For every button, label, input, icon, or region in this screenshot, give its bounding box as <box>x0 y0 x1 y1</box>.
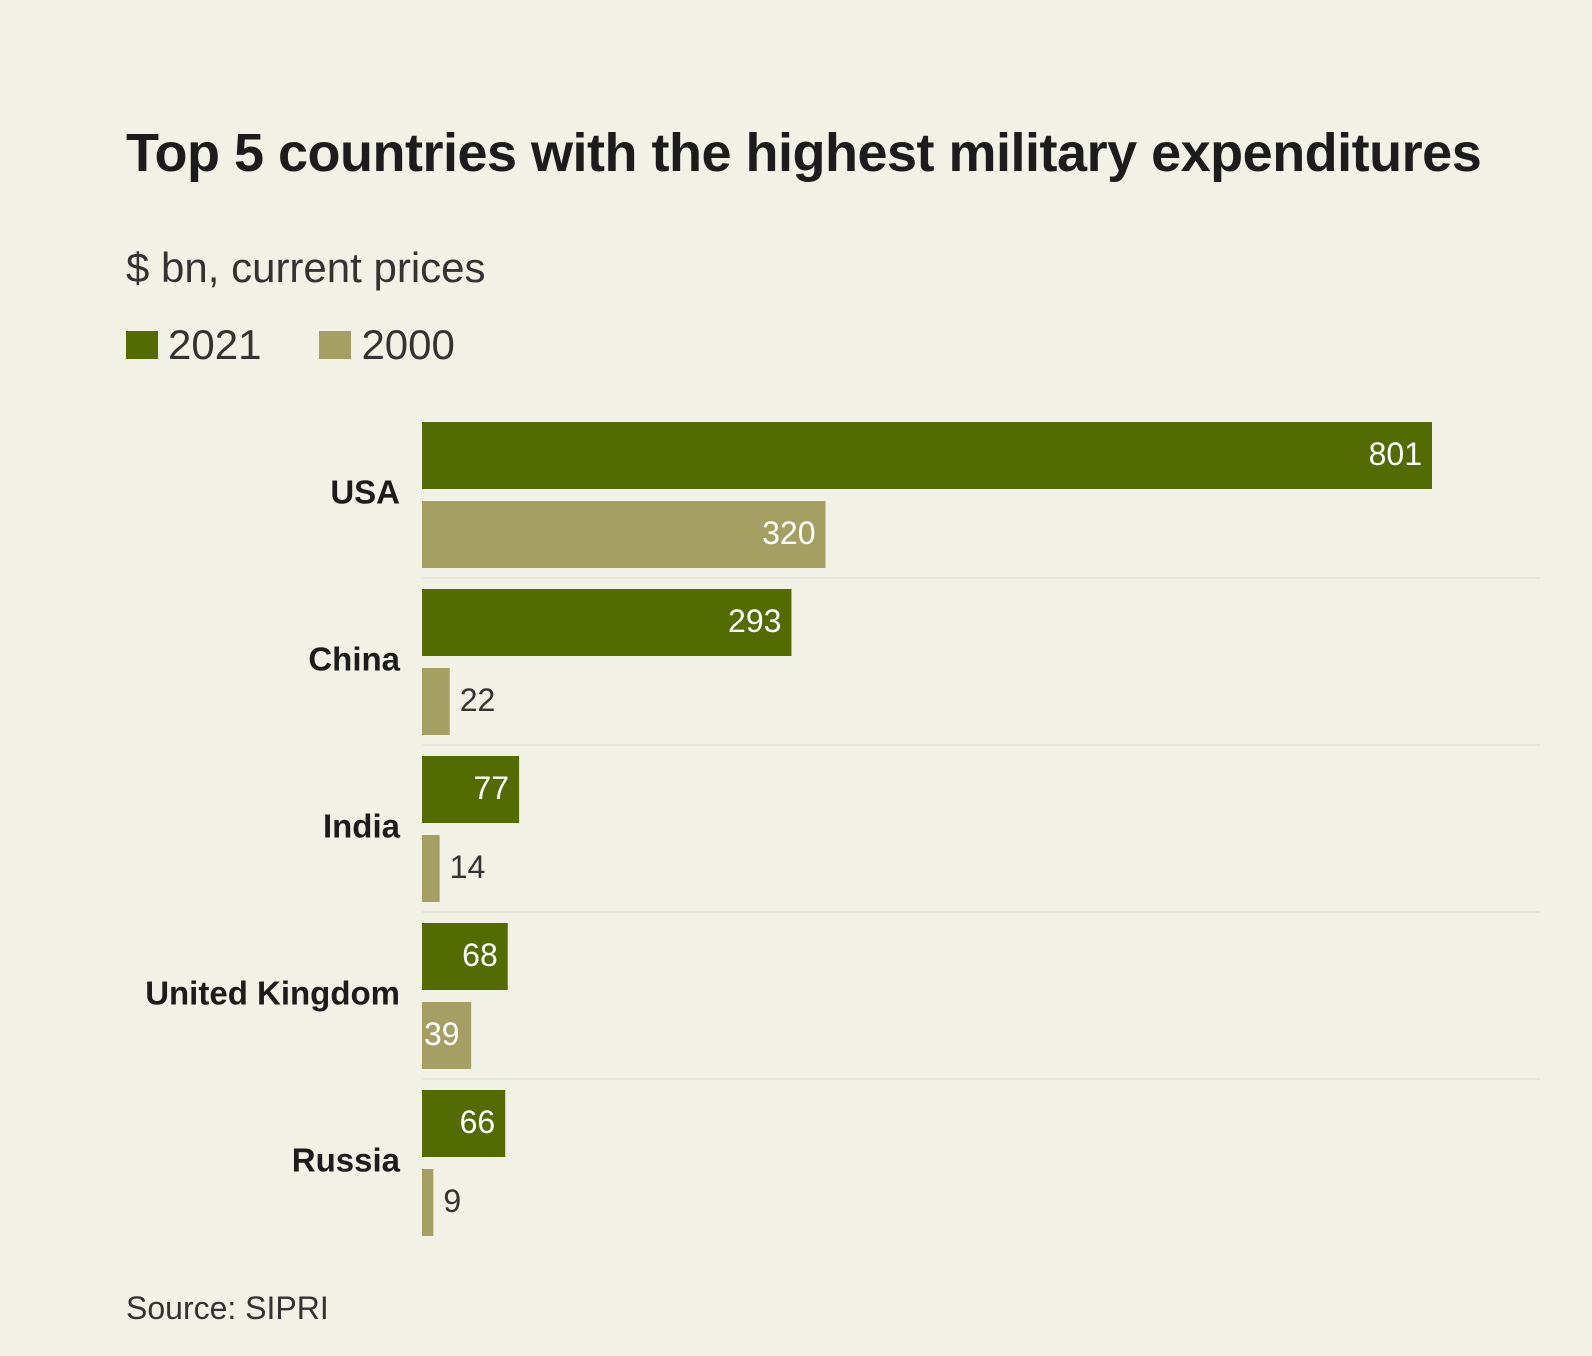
bar-russia-2021 <box>422 1090 506 1157</box>
bar-india-2000 <box>422 835 440 902</box>
bar-china-2000 <box>422 668 450 735</box>
legend-label-2000: 2000 <box>361 321 455 368</box>
category-label-russia: Russia <box>292 1142 401 1179</box>
value-label-russia-2000: 9 <box>443 1183 461 1219</box>
bar-china-2021 <box>422 589 792 656</box>
value-label-india-2000: 14 <box>450 849 486 885</box>
value-label-united-kingdom-2000: 39 <box>424 1016 460 1052</box>
value-label-china-2021: 293 <box>728 603 781 639</box>
legend-swatch-2021 <box>126 331 158 359</box>
bar-usa-2000 <box>422 501 826 568</box>
legend-label-2021: 2021 <box>168 321 262 368</box>
category-label-india: India <box>323 808 401 845</box>
value-label-usa-2000: 320 <box>762 515 815 551</box>
category-label-united-kingdom: United Kingdom <box>145 975 400 1012</box>
legend-swatch-2000 <box>319 331 352 359</box>
category-label-usa: USA <box>330 474 400 511</box>
bar-united-kingdom-2021 <box>422 923 508 990</box>
chart-title: Top 5 countries with the highest militar… <box>126 123 1482 183</box>
value-label-united-kingdom-2021: 68 <box>462 937 498 973</box>
legend-item-2000: 2000 <box>319 321 455 369</box>
legend-item-2021: 2021 <box>126 321 261 369</box>
legend: 2021 2000 <box>126 318 513 372</box>
value-label-china-2000: 22 <box>460 682 496 718</box>
bar-chart: USA 801 320 China 293 22 India 77 14 United Kingd… <box>145 422 1540 1236</box>
bar-india-2021 <box>422 756 520 823</box>
value-label-usa-2021: 801 <box>1369 436 1422 472</box>
chart-source: Source: SIPRI <box>126 1290 329 1326</box>
bar-russia-2000 <box>422 1169 434 1236</box>
chart-subtitle: $ bn, current prices <box>126 244 486 291</box>
category-label-china: China <box>308 641 400 678</box>
bar-united-kingdom-2000 <box>422 1002 472 1069</box>
bar-usa-2021 <box>422 422 1432 489</box>
value-label-russia-2021: 66 <box>460 1104 496 1140</box>
value-label-india-2021: 77 <box>473 770 509 806</box>
